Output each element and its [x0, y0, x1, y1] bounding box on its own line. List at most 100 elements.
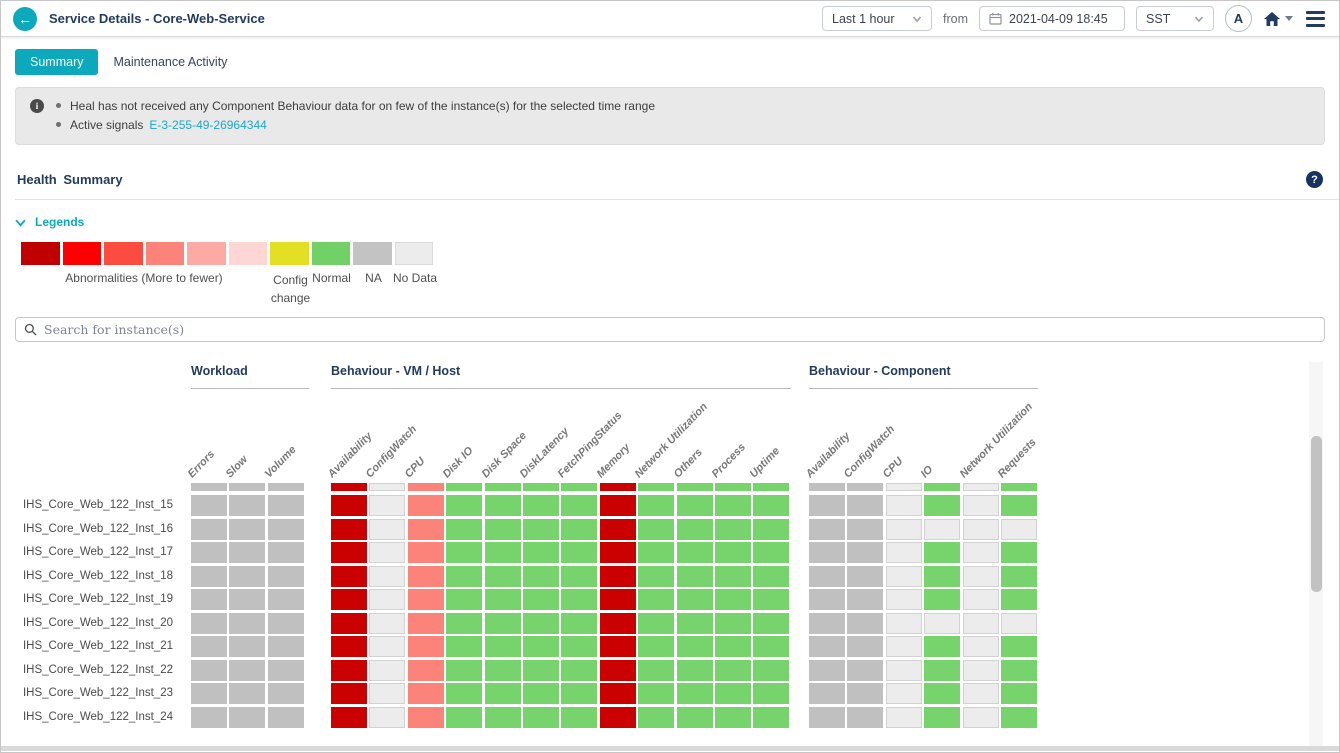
heatmap-cell-high-abnormality[interactable] [331, 659, 367, 681]
heatmap-cell-normal[interactable] [638, 483, 675, 491]
heatmap-cell-normal[interactable] [753, 659, 790, 681]
back-button[interactable]: ← [13, 6, 37, 31]
heatmap-cell-normal[interactable] [561, 659, 598, 681]
heatmap-cell-no-data[interactable] [369, 612, 406, 634]
heatmap-cell-no-data[interactable] [962, 542, 999, 563]
heatmap-cell-na[interactable] [267, 612, 304, 634]
heatmap-cell-normal[interactable] [484, 495, 521, 516]
heatmap-cell-normal[interactable] [715, 636, 751, 657]
timezone-select[interactable]: SST [1136, 6, 1214, 31]
heatmap-cell-high-abnormality[interactable] [331, 589, 367, 610]
heatmap-cell-na[interactable] [191, 565, 227, 587]
heatmap-cell-abnormality[interactable] [407, 612, 444, 634]
heatmap-cell-normal[interactable] [446, 565, 483, 587]
heatmap-cell-no-data[interactable] [369, 589, 406, 610]
heatmap-cell-abnormality[interactable] [407, 683, 444, 704]
heatmap-cell-normal[interactable] [523, 589, 559, 610]
heatmap-cell-high-abnormality[interactable] [331, 518, 367, 540]
heatmap-cell-normal[interactable] [924, 659, 961, 681]
heatmap-cell-high-abnormality[interactable] [599, 612, 636, 634]
heatmap-cell-high-abnormality[interactable] [599, 518, 636, 540]
heatmap-cell-abnormality[interactable] [407, 483, 444, 491]
heatmap-cell-no-data[interactable] [885, 495, 922, 516]
heatmap-cell-normal[interactable] [484, 518, 521, 540]
tab-summary[interactable]: Summary [15, 49, 99, 75]
heatmap-cell-normal[interactable] [561, 495, 598, 516]
heatmap-cell-na[interactable] [267, 659, 304, 681]
heatmap-cell-no-data[interactable] [369, 706, 406, 728]
heatmap-cell-normal[interactable] [561, 518, 598, 540]
heatmap-cell-no-data[interactable] [369, 495, 406, 516]
heatmap-cell-na[interactable] [847, 706, 884, 728]
heatmap-cell-na[interactable] [809, 495, 845, 516]
heatmap-cell-normal[interactable] [446, 542, 483, 563]
heatmap-cell-na[interactable] [809, 659, 845, 681]
heatmap-cell-normal[interactable] [638, 636, 675, 657]
heatmap-cell-normal[interactable] [561, 612, 598, 634]
heatmap-cell-normal[interactable] [484, 589, 521, 610]
heatmap-cell-normal[interactable] [715, 589, 751, 610]
vertical-scrollbar-track[interactable] [1309, 362, 1323, 746]
heatmap-cell-abnormality[interactable] [407, 495, 444, 516]
heatmap-cell-normal[interactable] [715, 495, 751, 516]
heatmap-cell-high-abnormality[interactable] [331, 483, 367, 491]
heatmap-cell-normal[interactable] [753, 706, 790, 728]
heatmap-cell-normal[interactable] [523, 706, 559, 728]
heatmap-cell-na[interactable] [267, 495, 304, 516]
heatmap-cell-high-abnormality[interactable] [599, 495, 636, 516]
heatmap-cell-na[interactable] [191, 518, 227, 540]
heatmap-cell-no-data[interactable] [962, 636, 999, 657]
heatmap-cell-na[interactable] [229, 542, 266, 563]
heatmap-cell-na[interactable] [847, 483, 884, 491]
heatmap-cell-na[interactable] [191, 495, 227, 516]
heatmap-cell-high-abnormality[interactable] [599, 683, 636, 704]
heatmap-cell-normal[interactable] [1001, 683, 1037, 704]
heatmap-cell-na[interactable] [847, 518, 884, 540]
heatmap-cell-na[interactable] [191, 706, 227, 728]
heatmap-cell-na[interactable] [809, 706, 845, 728]
heatmap-cell-na[interactable] [267, 565, 304, 587]
heatmap-cell-na[interactable] [847, 542, 884, 563]
heatmap-cell-abnormality[interactable] [407, 706, 444, 728]
heatmap-cell-normal[interactable] [1001, 589, 1037, 610]
heatmap-cell-normal[interactable] [676, 483, 713, 491]
horizontal-scrollbar-track[interactable] [1, 746, 1339, 751]
heatmap-cell-normal[interactable] [753, 636, 790, 657]
heatmap-cell-na[interactable] [229, 636, 266, 657]
heatmap-cell-high-abnormality[interactable] [331, 542, 367, 563]
heatmap-cell-normal[interactable] [753, 542, 790, 563]
heatmap-cell-no-data[interactable] [885, 706, 922, 728]
heatmap-cell-normal[interactable] [446, 706, 483, 728]
heatmap-cell-normal[interactable] [753, 612, 790, 634]
heatmap-cell-normal[interactable] [484, 483, 521, 491]
heatmap-cell-normal[interactable] [676, 612, 713, 634]
heatmap-cell-high-abnormality[interactable] [599, 636, 636, 657]
heatmap-cell-no-data[interactable] [369, 565, 406, 587]
heatmap-cell-normal[interactable] [753, 483, 790, 491]
heatmap-cell-na[interactable] [267, 636, 304, 657]
heatmap-cell-normal[interactable] [446, 589, 483, 610]
heatmap-cell-no-data[interactable] [885, 659, 922, 681]
heatmap-cell-normal[interactable] [638, 659, 675, 681]
heatmap-cell-normal[interactable] [1001, 659, 1037, 681]
heatmap-cell-normal[interactable] [446, 495, 483, 516]
heatmap-cell-na[interactable] [847, 659, 884, 681]
heatmap-cell-na[interactable] [809, 542, 845, 563]
heatmap-cell-abnormality[interactable] [407, 518, 444, 540]
heatmap-cell-no-data[interactable] [885, 636, 922, 657]
heatmap-cell-high-abnormality[interactable] [331, 565, 367, 587]
heatmap-cell-na[interactable] [809, 565, 845, 587]
heatmap-cell-normal[interactable] [484, 565, 521, 587]
heatmap-cell-normal[interactable] [715, 565, 751, 587]
heatmap-cell-normal[interactable] [523, 495, 559, 516]
heatmap-cell-normal[interactable] [523, 565, 559, 587]
heatmap-cell-high-abnormality[interactable] [599, 483, 636, 491]
heatmap-cell-normal[interactable] [753, 565, 790, 587]
heatmap-cell-normal[interactable] [484, 706, 521, 728]
heatmap-cell-normal[interactable] [753, 495, 790, 516]
heatmap-cell-normal[interactable] [446, 636, 483, 657]
heatmap-cell-normal[interactable] [638, 589, 675, 610]
heatmap-cell-normal[interactable] [676, 542, 713, 563]
heatmap-cell-no-data[interactable] [885, 483, 922, 491]
heatmap-cell-normal[interactable] [1001, 565, 1037, 587]
